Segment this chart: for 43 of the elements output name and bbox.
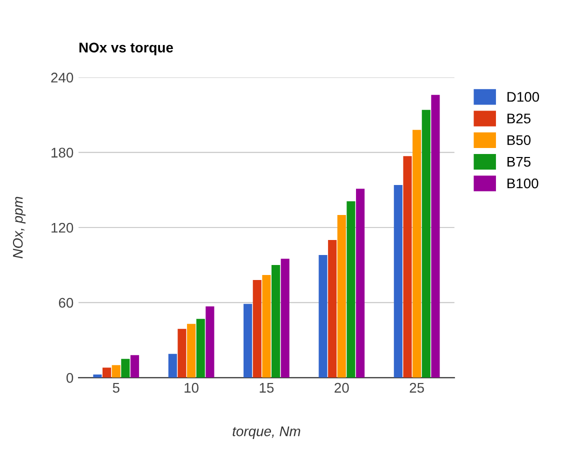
bar <box>196 318 205 378</box>
x-tick-label: 25 <box>410 382 424 393</box>
x-tick-label: 5 <box>112 383 120 393</box>
x-tick-label: 10 <box>184 382 198 393</box>
y-tick-label: 60 <box>58 298 74 308</box>
x-tick-label: 20 <box>334 382 349 393</box>
x-axis-title: torque, Nm <box>232 426 300 439</box>
bar <box>206 306 214 378</box>
bar <box>262 275 271 378</box>
bar <box>121 358 130 378</box>
bar <box>244 304 252 378</box>
y-tick-label: 180 <box>52 148 74 158</box>
chart-title: NOx vs torque <box>79 42 173 56</box>
bar <box>337 214 346 378</box>
bar <box>272 265 280 378</box>
bar <box>318 255 328 378</box>
bar <box>168 354 177 378</box>
x-tick-label: 15 <box>260 383 274 393</box>
bar <box>328 240 337 378</box>
bar <box>112 365 120 378</box>
y-tick-label: 240 <box>51 72 74 83</box>
y-tick-label: 0 <box>66 372 74 383</box>
bar <box>102 368 112 378</box>
bar <box>431 94 440 378</box>
bar <box>346 201 356 378</box>
bar <box>178 328 186 378</box>
legend-label: B50 <box>508 135 531 146</box>
bar <box>187 324 196 378</box>
legend-label: B75 <box>508 156 530 167</box>
bar <box>403 156 412 378</box>
bar <box>412 130 422 378</box>
legend-label: B25 <box>508 114 530 124</box>
bar <box>93 374 102 378</box>
bar <box>280 258 290 378</box>
bar <box>394 184 402 378</box>
bar <box>356 188 365 378</box>
legend-label: D100 <box>508 92 540 102</box>
bar <box>422 110 430 378</box>
bar <box>130 355 140 378</box>
y-tick-label: 120 <box>52 222 74 233</box>
bar <box>252 280 262 378</box>
legend-label: B100 <box>508 178 538 188</box>
y-axis-title: NOx, ppm <box>12 196 26 258</box>
